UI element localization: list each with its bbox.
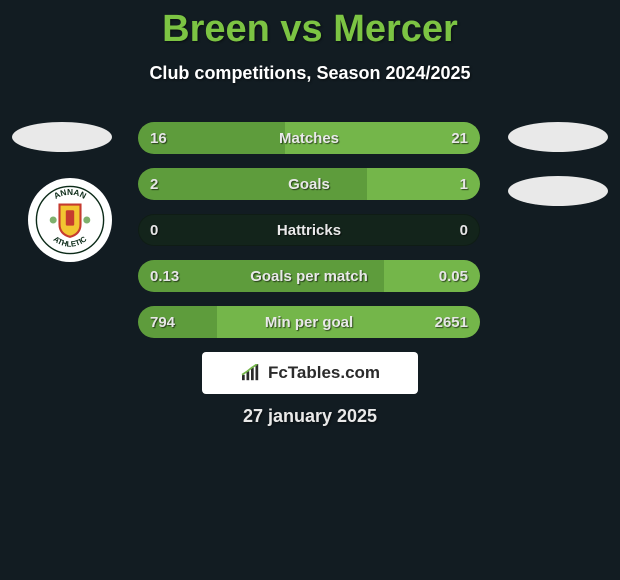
branding-text: FcTables.com (268, 363, 380, 383)
player-right-badge-placeholder (508, 122, 608, 152)
club-crest-left: ANNAN ATHLETIC (28, 178, 112, 262)
annan-athletic-crest-icon: ANNAN ATHLETIC (35, 185, 105, 255)
branding-box[interactable]: FcTables.com (202, 352, 418, 394)
footer-date: 27 january 2025 (0, 406, 620, 427)
bar-chart-icon (240, 364, 262, 382)
stat-row: 00Hattricks (138, 214, 480, 246)
player-left-badge-placeholder (12, 122, 112, 152)
player-right-club-placeholder (508, 176, 608, 206)
stat-name: Hattricks (138, 214, 480, 246)
comparison-card: Breen vs Mercer Club competitions, Seaso… (0, 0, 620, 580)
stat-row: 21Goals (138, 168, 480, 200)
stat-row: 7942651Min per goal (138, 306, 480, 338)
stat-name: Matches (138, 122, 480, 154)
stat-name: Goals (138, 168, 480, 200)
stat-row: 1621Matches (138, 122, 480, 154)
stat-row: 0.130.05Goals per match (138, 260, 480, 292)
subtitle: Club competitions, Season 2024/2025 (0, 63, 620, 84)
stat-bars: 1621Matches 21Goals 00Hattricks 0.130.05Goa… (138, 122, 480, 352)
stat-name: Min per goal (138, 306, 480, 338)
stat-name: Goals per match (138, 260, 480, 292)
page-title: Breen vs Mercer (0, 0, 620, 51)
